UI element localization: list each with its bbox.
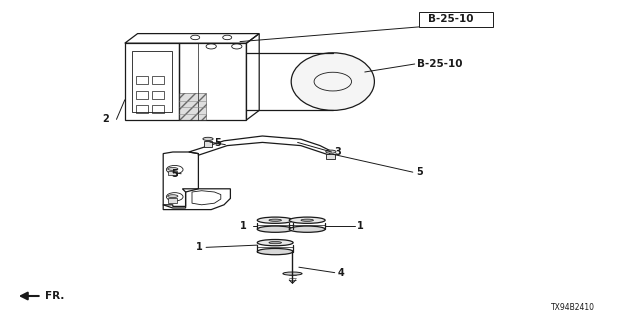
Ellipse shape [289, 226, 325, 232]
Bar [419, 12, 493, 27]
Bar [152, 76, 164, 84]
Text: B-25-10: B-25-10 [417, 59, 463, 69]
Text: 4: 4 [338, 268, 345, 278]
Ellipse shape [326, 150, 336, 153]
Text: 2: 2 [102, 114, 109, 124]
Bar [179, 93, 206, 120]
Text: 5: 5 [416, 167, 423, 177]
Bar [136, 76, 148, 84]
Text: 5: 5 [214, 138, 221, 148]
Bar [136, 91, 148, 99]
Text: 1: 1 [357, 220, 364, 231]
Text: B-25-10: B-25-10 [428, 14, 473, 24]
Ellipse shape [257, 239, 293, 246]
Bar [132, 51, 172, 112]
Ellipse shape [269, 242, 282, 244]
Bar [168, 171, 177, 175]
Bar [179, 43, 246, 120]
Bar [152, 91, 164, 99]
Ellipse shape [203, 137, 213, 140]
Bar [125, 43, 179, 120]
Ellipse shape [289, 217, 325, 223]
Bar [326, 154, 335, 159]
Bar [152, 105, 164, 113]
Ellipse shape [168, 195, 178, 197]
Ellipse shape [301, 219, 314, 221]
Text: 1: 1 [195, 242, 202, 252]
Ellipse shape [283, 272, 302, 275]
Text: 3: 3 [334, 147, 341, 157]
Ellipse shape [257, 226, 293, 232]
Text: 1: 1 [239, 220, 246, 231]
Text: 5: 5 [171, 169, 178, 179]
Ellipse shape [257, 217, 293, 223]
Text: TX94B2410: TX94B2410 [551, 303, 595, 312]
Text: FR.: FR. [45, 291, 64, 301]
Bar [168, 198, 177, 203]
Ellipse shape [168, 168, 178, 170]
Ellipse shape [269, 219, 282, 221]
Ellipse shape [257, 248, 293, 255]
Ellipse shape [291, 53, 374, 110]
Bar [136, 105, 148, 113]
Bar [204, 141, 212, 147]
